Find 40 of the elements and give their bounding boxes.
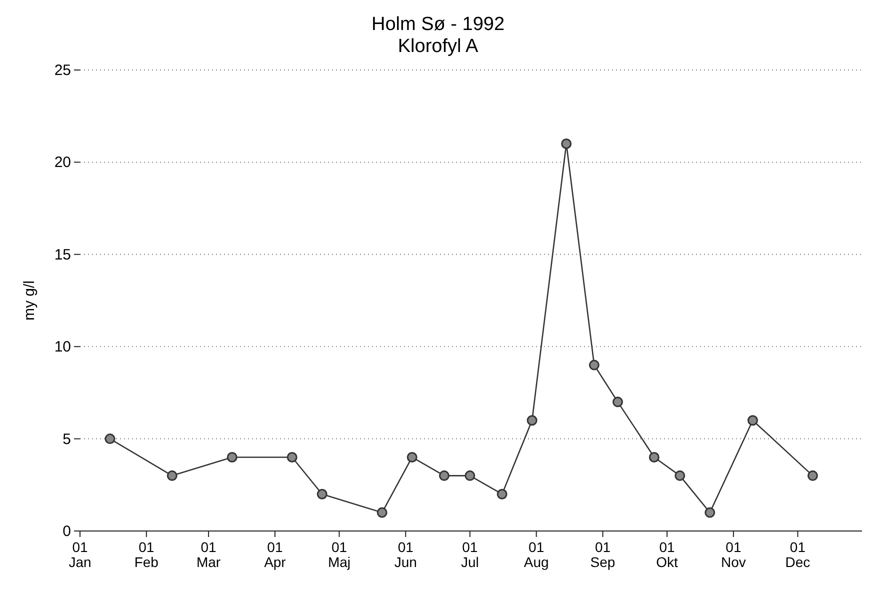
point <box>807 470 818 481</box>
point <box>376 507 388 518</box>
x-tick-label: 01 Sep <box>590 539 616 570</box>
point <box>496 488 508 500</box>
y-tick-label: 5 <box>62 430 71 448</box>
x-tick-label: 01 Feb <box>134 539 159 570</box>
x-tick-label: 01 Apr <box>264 539 286 570</box>
x-tick-label: 01 Jun <box>394 539 417 570</box>
point <box>316 488 328 500</box>
point <box>104 434 116 444</box>
point <box>286 452 298 462</box>
x-tick-label: 01 Mar <box>196 539 221 570</box>
point <box>588 360 600 370</box>
y-tick-label: 0 <box>62 523 71 540</box>
point <box>464 470 476 481</box>
chart-title: Holm Sø - 1992 <box>371 14 505 35</box>
y-tick-label: 10 <box>54 338 71 356</box>
point <box>526 415 538 426</box>
x-tick-label: 01 Dec <box>785 539 810 570</box>
y-tick-label: 20 <box>54 154 71 172</box>
x-tick-label: 01 Jul <box>460 539 479 570</box>
x-tick-label: 01 Okt <box>656 539 678 570</box>
point <box>704 507 716 518</box>
point <box>166 470 178 481</box>
x-tick-label: 01 Jan <box>68 539 92 570</box>
point <box>674 470 686 481</box>
point <box>648 452 660 462</box>
point <box>612 396 624 408</box>
x-tick-label: 01 Aug <box>524 539 549 570</box>
point <box>406 452 418 462</box>
y-tick-label: 15 <box>54 246 71 264</box>
y-tick-label: 25 <box>54 62 71 79</box>
point <box>226 452 238 462</box>
point <box>747 415 758 426</box>
point <box>438 470 450 481</box>
y-axis-title: my g/l <box>21 280 38 321</box>
x-tick-label: 01 Nov <box>721 539 746 570</box>
chart-subtitle: Klorofyl A <box>398 36 478 57</box>
x-tick-label: 01 Maj <box>328 539 351 570</box>
point <box>561 138 572 150</box>
